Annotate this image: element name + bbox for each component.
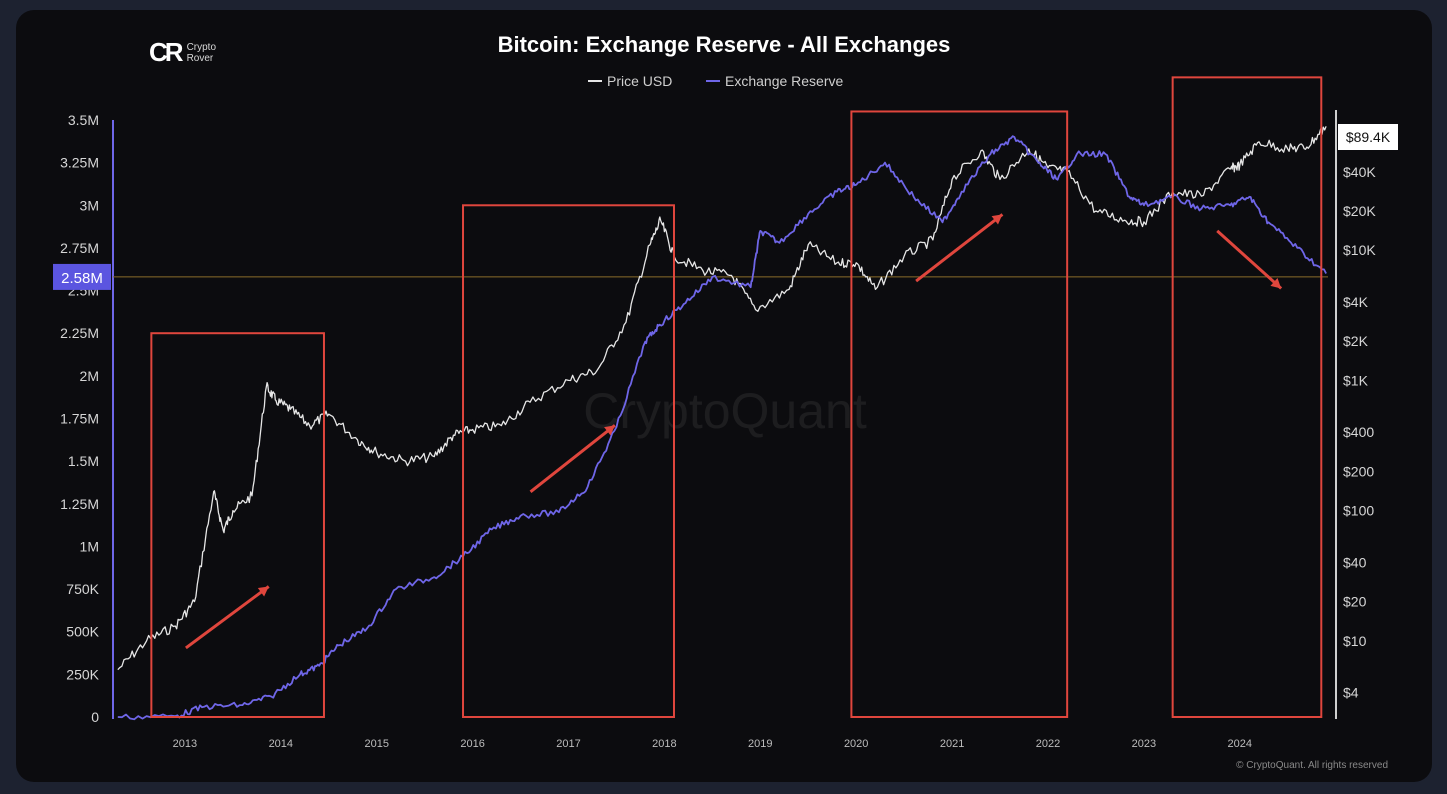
chart-title: Bitcoin: Exchange Reserve - All Exchange… bbox=[498, 32, 951, 57]
highlight-box bbox=[1171, 76, 1323, 719]
y-left-tick-label: 3M bbox=[80, 197, 99, 213]
y-right-tick-label: $40K bbox=[1343, 164, 1376, 180]
y-right-tick-label: $10K bbox=[1343, 242, 1376, 258]
highlight-box bbox=[462, 204, 675, 719]
current-price-badge bbox=[1338, 124, 1398, 150]
x-tick-label: 2020 bbox=[844, 738, 868, 750]
brand-logo-icon: CR bbox=[149, 37, 184, 67]
series-reserve-line bbox=[117, 135, 1327, 721]
y-left-tick-label: 500K bbox=[66, 624, 99, 640]
y-right-tick-label: $2K bbox=[1343, 333, 1369, 349]
y-left-tick-label: 1.25M bbox=[60, 496, 99, 512]
y-left-tick-label: 3.25M bbox=[60, 155, 99, 171]
x-tick-label: 2021 bbox=[940, 738, 964, 750]
y-left-tick-label: 1M bbox=[80, 538, 99, 554]
y-right-tick-label: $100 bbox=[1343, 503, 1374, 519]
current-reserve-badge-label: 2.58M bbox=[61, 270, 103, 287]
y-left-tick-label: 250K bbox=[66, 666, 99, 682]
y-left-tick-label: 2.25M bbox=[60, 325, 99, 341]
watermark: CryptoQuant bbox=[583, 383, 867, 439]
trend-arrow-head bbox=[991, 214, 1003, 225]
x-tick-label: 2023 bbox=[1132, 738, 1156, 750]
current-reserve-badge bbox=[53, 263, 111, 290]
x-tick-label: 2014 bbox=[269, 738, 293, 750]
y-right-tick-label: $400 bbox=[1343, 424, 1374, 440]
current-price-badge-label: $89.4K bbox=[1346, 129, 1391, 145]
trend-arrow-head bbox=[604, 425, 615, 436]
y-right-tick-label: $4 bbox=[1343, 685, 1359, 701]
brand-line1: Crypto bbox=[186, 41, 217, 53]
x-tick-label: 2022 bbox=[1036, 738, 1060, 750]
trend-arrow bbox=[915, 213, 1004, 283]
trend-arrow bbox=[184, 585, 270, 650]
x-tick-label: 2018 bbox=[652, 738, 676, 750]
y-left-tick-label: 3.5M bbox=[68, 112, 99, 128]
highlight-box bbox=[150, 332, 325, 718]
y-left-tick-label: 2M bbox=[80, 368, 99, 384]
x-tick-label: 2019 bbox=[748, 738, 772, 750]
legend-reserve-label: Exchange Reserve bbox=[725, 73, 844, 89]
y-right-tick-label: $40 bbox=[1343, 554, 1367, 570]
y-left-tick-label: 750K bbox=[66, 581, 99, 597]
y-right-tick-label: $20K bbox=[1343, 203, 1376, 219]
legend: Price USD Exchange Reserve bbox=[588, 73, 844, 89]
y-left-tick-label: 2.75M bbox=[60, 240, 99, 256]
y-right-tick-label: $4K bbox=[1343, 294, 1369, 310]
trend-arrow bbox=[529, 424, 616, 494]
series-price-line bbox=[117, 126, 1327, 671]
x-tick-label: 2013 bbox=[173, 738, 197, 750]
trend-arrow bbox=[1216, 229, 1283, 290]
y-right-tick-label: $20 bbox=[1343, 594, 1367, 610]
y-left-tick-label: 1.5M bbox=[68, 453, 99, 469]
y-right-tick-label: $10 bbox=[1343, 633, 1367, 649]
brand-logo: CR Crypto Rover bbox=[149, 37, 216, 68]
x-tick-label: 2016 bbox=[460, 738, 484, 750]
y-right-tick-label: $1K bbox=[1343, 372, 1369, 388]
chart-frame: CR Crypto Rover bbox=[16, 10, 1432, 782]
copyright: © CryptoQuant. All rights reserved bbox=[1236, 760, 1388, 771]
highlight-box bbox=[850, 110, 1069, 718]
y-left-tick-label: 0 bbox=[91, 709, 99, 725]
x-tick-label: 2017 bbox=[556, 738, 580, 750]
trend-arrow-head bbox=[257, 586, 269, 597]
trend-arrow-head bbox=[1270, 278, 1282, 289]
x-tick-label: 2024 bbox=[1228, 738, 1252, 750]
legend-price-label: Price USD bbox=[607, 73, 672, 89]
x-tick-label: 2015 bbox=[364, 738, 388, 750]
brand-line2: Rover bbox=[186, 52, 214, 64]
y-right-tick-label: $200 bbox=[1343, 463, 1374, 479]
y-left-tick-label: 1.75M bbox=[60, 411, 99, 427]
